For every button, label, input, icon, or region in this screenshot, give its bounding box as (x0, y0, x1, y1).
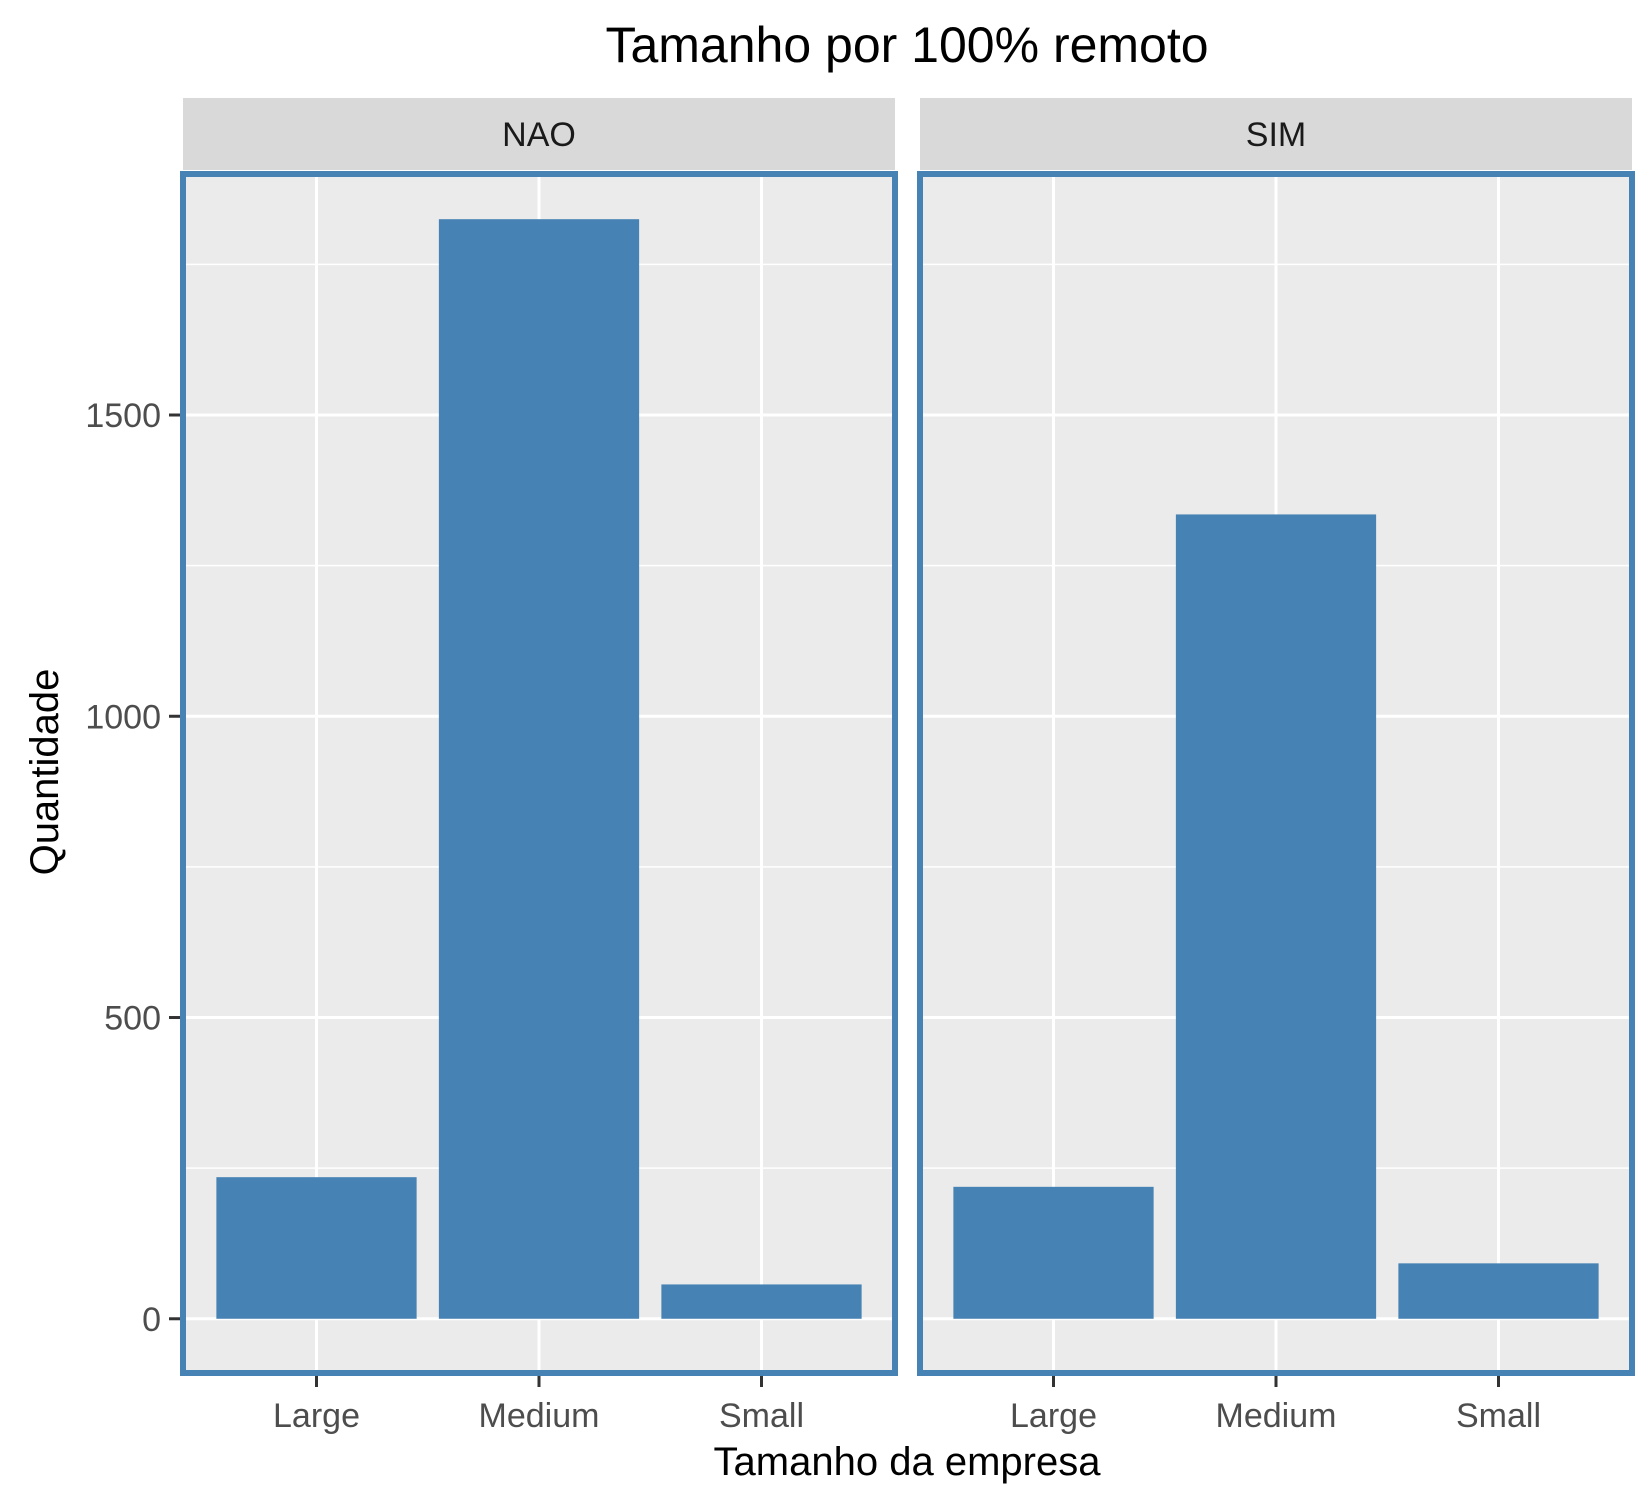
facet-panel-nao: NAO Large Medium Small (180, 98, 898, 1435)
facet-panel-sim: SIM Large Medium Small (917, 98, 1635, 1435)
facets-layer: NAO Large Medium Small SIM Large Medium Small 0 5… (85, 98, 1635, 1435)
facet-strip-label: SIM (1246, 116, 1306, 154)
bar-sim-small (1398, 1263, 1599, 1319)
x-tick-label: Medium (479, 1397, 600, 1435)
panel-border (180, 171, 898, 1376)
bar-nao-large (216, 1177, 417, 1319)
x-tick-label: Large (1010, 1397, 1097, 1435)
x-tick-label: Large (273, 1397, 360, 1435)
chart-title: Tamanho por 100% remoto (605, 17, 1208, 73)
facet-strip (183, 98, 895, 170)
y-tick-label: 1500 (85, 397, 161, 435)
bar-sim-large (953, 1186, 1154, 1319)
y-tick-label: 1000 (85, 698, 161, 736)
y-axis: 0 500 1000 1500 (85, 397, 180, 1339)
bar-nao-medium (438, 219, 640, 1319)
x-tick-label: Small (1456, 1397, 1541, 1435)
y-tick-label: 500 (104, 1000, 161, 1038)
facet-strip (920, 98, 1632, 170)
y-tick-label: 0 (142, 1301, 161, 1339)
x-tick-label: Medium (1216, 1397, 1337, 1435)
panel-border (917, 171, 1635, 1376)
bar-sim-medium (1175, 514, 1377, 1319)
facet-strip-label: NAO (502, 116, 576, 154)
bar-nao-small (661, 1284, 862, 1319)
y-axis-title: Quantidade (23, 669, 67, 876)
x-axis-title: Tamanho da empresa (714, 1440, 1102, 1484)
x-tick-label: Small (719, 1397, 804, 1435)
